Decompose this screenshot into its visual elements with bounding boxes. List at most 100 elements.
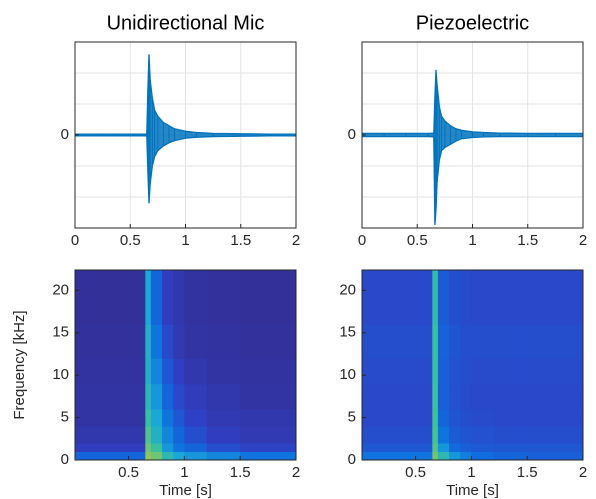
- heat-cell: [150, 383, 163, 410]
- chart-title: Piezoelectric: [416, 12, 529, 34]
- heat-cell: [240, 409, 296, 427]
- heat-cell: [437, 451, 450, 460]
- heat-cell: [145, 443, 152, 453]
- plot-area: [362, 270, 583, 460]
- heat-cell: [206, 409, 241, 427]
- heat-cell: [75, 270, 146, 325]
- heat-cell: [471, 409, 495, 427]
- heat-cell: [527, 409, 583, 427]
- heat-cell: [493, 426, 528, 444]
- heat-cell: [184, 409, 208, 427]
- y-tick-label: 10: [339, 366, 356, 383]
- heat-cell: [162, 270, 174, 325]
- heat-cell: [145, 426, 152, 444]
- heat-cell: [449, 409, 461, 427]
- heat-cell: [75, 451, 146, 460]
- heat-cell: [162, 443, 174, 453]
- heat-cell: [432, 383, 439, 410]
- heat-cell: [449, 443, 461, 453]
- heat-cell: [173, 270, 185, 325]
- heat-cell: [437, 409, 450, 427]
- heat-cell: [240, 443, 296, 453]
- heat-cell: [493, 324, 528, 359]
- y-tick-label: 0: [348, 451, 356, 468]
- y-tick-label: 0: [61, 126, 69, 143]
- heat-cell: [471, 270, 495, 325]
- x-axis-label: Time [s]: [446, 482, 499, 499]
- heat-cell: [184, 443, 208, 453]
- heat-cell: [437, 443, 450, 453]
- heat-cell: [437, 324, 450, 359]
- heat-cell: [432, 426, 439, 444]
- heat-cell: [75, 426, 146, 444]
- heat-cell: [240, 451, 296, 460]
- y-axis-label: Frequency [kHz]: [11, 310, 28, 419]
- x-tick-label: 0: [71, 232, 79, 249]
- y-tick-label: 5: [348, 409, 356, 426]
- heat-cell: [240, 324, 296, 359]
- heat-cell: [449, 324, 461, 359]
- heat-cell: [184, 426, 208, 444]
- panel: 0 0.5 1 1.5 2 0 Piezoelectric: [348, 12, 588, 249]
- heat-cell: [471, 443, 495, 453]
- heat-cell: [460, 443, 472, 453]
- y-tick-label: 0: [348, 126, 356, 143]
- plot-area: [362, 42, 583, 228]
- axes-box: [74, 269, 297, 461]
- x-tick-label: 0.5: [118, 464, 139, 481]
- heat-cell: [162, 426, 174, 444]
- heat-cell: [432, 443, 439, 453]
- heat-cell: [437, 383, 450, 410]
- heat-cell: [362, 270, 433, 325]
- heat-cell: [206, 383, 241, 410]
- x-tick-label: 0.5: [407, 232, 428, 249]
- heat-cell: [449, 451, 461, 460]
- heat-cell: [162, 409, 174, 427]
- heat-cell: [471, 383, 495, 410]
- heat-cell: [206, 451, 241, 460]
- heat-cell: [362, 443, 433, 453]
- heat-cell: [432, 409, 439, 427]
- heat-cell: [432, 324, 439, 359]
- heat-cell: [437, 358, 450, 385]
- heat-cell: [184, 358, 208, 385]
- axes-box: [361, 269, 584, 461]
- heat-cell: [527, 324, 583, 359]
- heat-cell: [145, 409, 152, 427]
- heat-cell: [75, 409, 146, 427]
- heat-cell: [145, 383, 152, 410]
- x-tick-label: 2: [292, 464, 300, 481]
- heat-cell: [460, 270, 472, 325]
- y-tick-label: 15: [339, 324, 356, 341]
- heat-cell: [150, 451, 163, 460]
- heat-cell: [145, 451, 152, 460]
- y-tick-label: 5: [61, 409, 69, 426]
- y-tick-label: 20: [339, 281, 356, 298]
- heat-cell: [184, 270, 208, 325]
- heat-cell: [75, 358, 146, 385]
- heat-cell: [75, 324, 146, 359]
- heat-cell: [206, 426, 241, 444]
- heat-cell: [460, 409, 472, 427]
- x-tick-label: 1: [468, 232, 476, 249]
- heat-cell: [460, 324, 472, 359]
- heat-cell: [184, 451, 208, 460]
- x-tick-label: 2: [579, 232, 587, 249]
- heat-cell: [206, 358, 241, 385]
- heat-cell: [432, 270, 439, 325]
- heat-cell: [173, 358, 185, 385]
- heat-cell: [362, 451, 433, 460]
- heat-cell: [173, 426, 185, 444]
- heat-cell: [362, 383, 433, 410]
- heat-cell: [437, 426, 450, 444]
- heat-cell: [471, 324, 495, 359]
- x-tick-label: 0.5: [405, 464, 426, 481]
- heat-cell: [145, 324, 152, 359]
- heat-cell: [449, 383, 461, 410]
- x-tick-label: 0: [358, 232, 366, 249]
- heat-cell: [527, 358, 583, 385]
- heat-cell: [184, 383, 208, 410]
- heat-cell: [449, 270, 461, 325]
